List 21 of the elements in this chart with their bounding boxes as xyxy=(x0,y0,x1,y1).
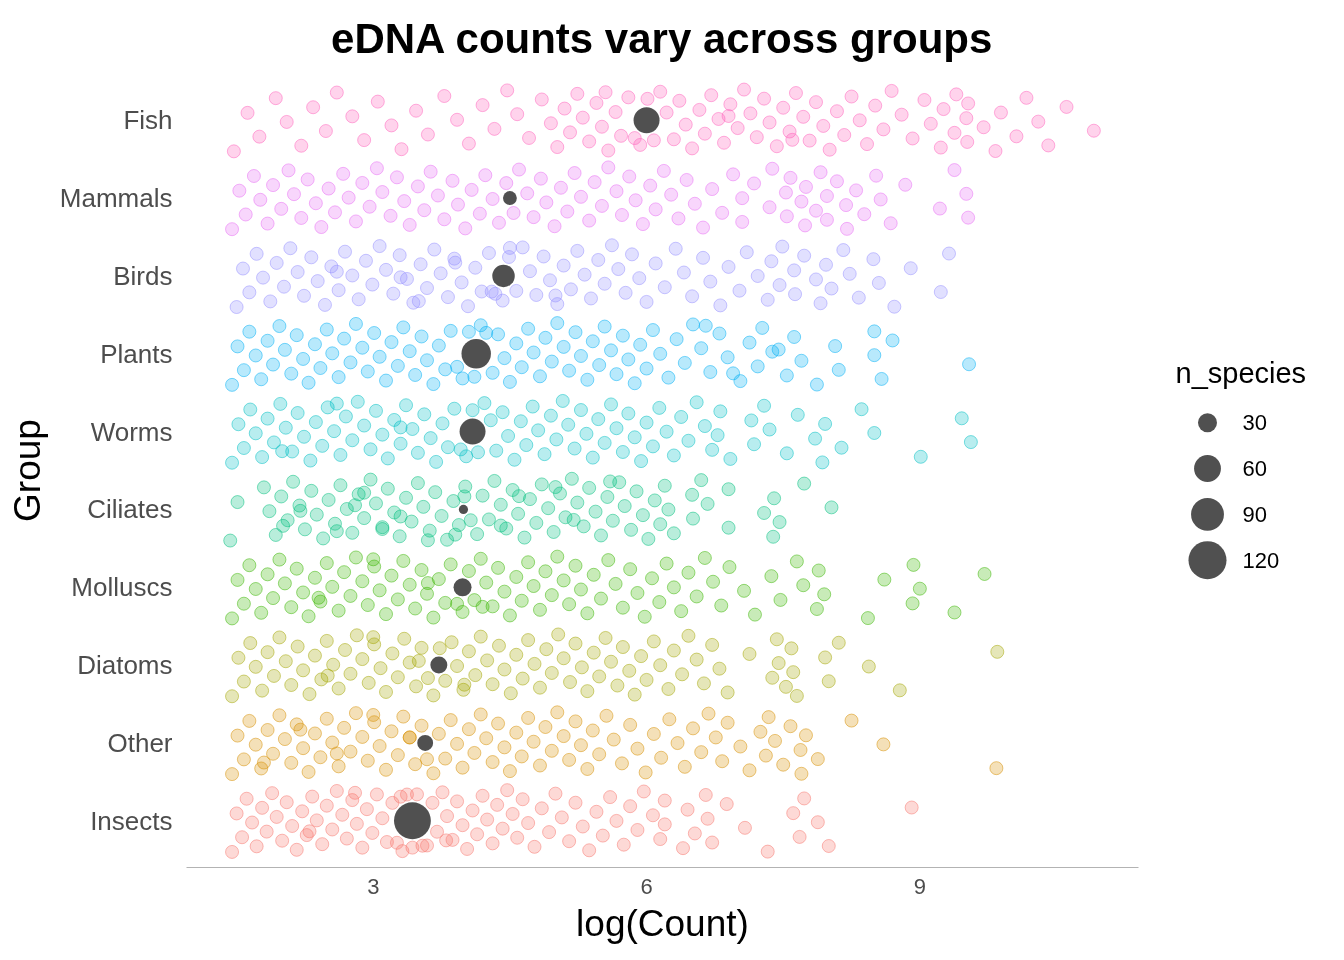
x-tick-label: 9 xyxy=(913,873,926,899)
y-axis-title: Group xyxy=(6,419,48,522)
legend-title: n_species xyxy=(1175,356,1307,389)
y-tick-label: Worms xyxy=(90,416,173,447)
y-tick-label: Fish xyxy=(123,105,173,136)
y-tick-label: Diatoms xyxy=(77,650,173,681)
legend-label: 90 xyxy=(1242,501,1267,527)
x-tick-label: 3 xyxy=(367,873,380,899)
y-tick-label: Ciliates xyxy=(87,494,173,525)
y-tick-label: Plants xyxy=(100,338,173,369)
legend-label: 60 xyxy=(1242,456,1267,482)
chart-title: eDNA counts vary across groups xyxy=(331,14,993,62)
y-tick-label: Other xyxy=(107,727,173,758)
y-tick-label: Mammals xyxy=(59,183,173,214)
y-tick-label: Insects xyxy=(90,805,173,836)
y-tick-label: Birds xyxy=(113,260,173,291)
legend-label: 30 xyxy=(1242,410,1267,436)
x-axis-title: log(Count) xyxy=(576,902,749,944)
legend-label: 120 xyxy=(1242,547,1280,573)
x-tick-label: 6 xyxy=(640,873,653,899)
y-tick-label: Molluscs xyxy=(71,572,173,603)
